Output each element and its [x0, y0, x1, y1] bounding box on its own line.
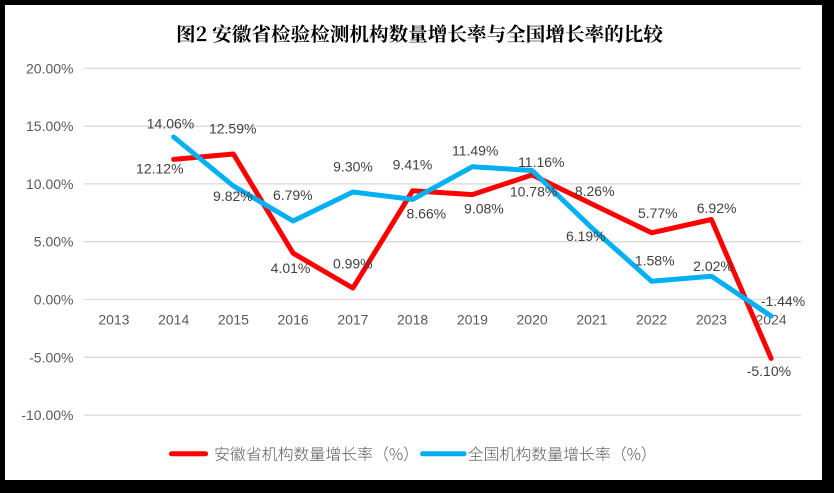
svg-text:10.78%: 10.78%: [510, 184, 557, 200]
svg-text:-5.00%: -5.00%: [29, 349, 73, 365]
svg-text:6.19%: 6.19%: [566, 228, 606, 244]
svg-text:11.16%: 11.16%: [518, 154, 564, 170]
svg-text:-5.10%: -5.10%: [747, 363, 791, 379]
svg-text:2019: 2019: [457, 311, 488, 327]
svg-text:20.00%: 20.00%: [26, 60, 73, 76]
svg-text:2.02%: 2.02%: [693, 258, 733, 274]
svg-text:2024: 2024: [756, 311, 787, 327]
svg-text:2023: 2023: [696, 311, 727, 327]
svg-text:2018: 2018: [397, 311, 428, 327]
svg-text:15.00%: 15.00%: [26, 118, 73, 134]
svg-text:9.82%: 9.82%: [213, 188, 253, 204]
svg-text:2022: 2022: [636, 311, 667, 327]
svg-text:2021: 2021: [576, 311, 607, 327]
svg-text:8.66%: 8.66%: [406, 205, 446, 221]
svg-text:14.06%: 14.06%: [147, 115, 194, 131]
svg-text:2017: 2017: [337, 311, 368, 327]
svg-text:12.12%: 12.12%: [136, 161, 183, 177]
svg-text:6.92%: 6.92%: [697, 200, 737, 216]
svg-text:5.77%: 5.77%: [638, 205, 678, 221]
svg-text:2013: 2013: [98, 311, 129, 327]
svg-text:6.79%: 6.79%: [273, 187, 313, 203]
svg-text:8.26%: 8.26%: [575, 183, 615, 199]
svg-text:-1.44%: -1.44%: [761, 293, 805, 309]
svg-text:2015: 2015: [218, 311, 249, 327]
svg-text:2014: 2014: [158, 311, 189, 327]
svg-text:2020: 2020: [517, 311, 548, 327]
svg-text:5.00%: 5.00%: [34, 234, 74, 250]
svg-text:0.99%: 0.99%: [333, 255, 373, 271]
svg-text:0.00%: 0.00%: [34, 292, 74, 308]
svg-text:4.01%: 4.01%: [271, 260, 311, 276]
svg-text:2016: 2016: [278, 311, 309, 327]
svg-text:-10.00%: -10.00%: [21, 407, 73, 423]
svg-text:9.30%: 9.30%: [333, 159, 373, 175]
svg-text:1.58%: 1.58%: [635, 253, 675, 269]
svg-text:10.00%: 10.00%: [26, 176, 73, 192]
svg-text:12.59%: 12.59%: [209, 120, 256, 136]
svg-text:9.08%: 9.08%: [464, 201, 504, 217]
svg-text:9.41%: 9.41%: [393, 157, 433, 173]
svg-text:11.49%: 11.49%: [452, 143, 498, 159]
